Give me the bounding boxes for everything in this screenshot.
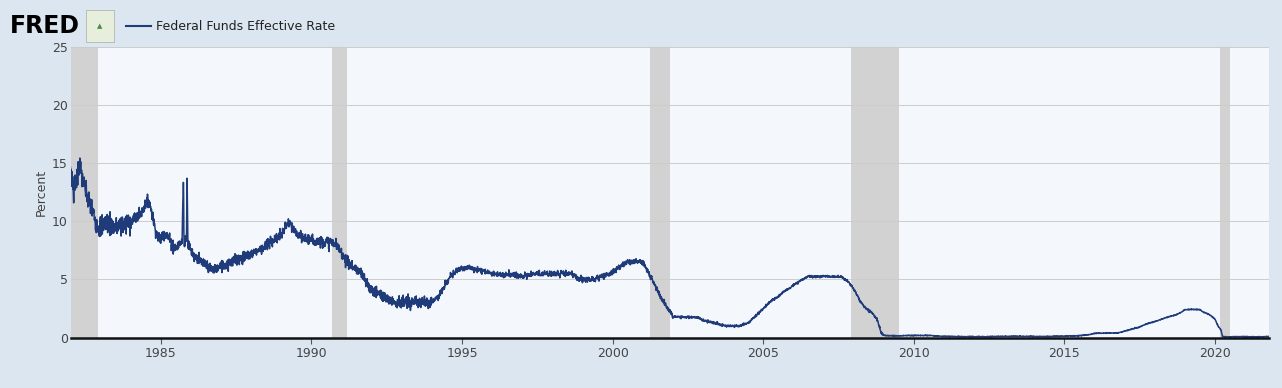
Bar xyxy=(332,47,346,338)
Bar xyxy=(55,47,99,338)
Bar xyxy=(86,10,114,42)
Bar xyxy=(650,47,670,338)
Text: Federal Funds Effective Rate: Federal Funds Effective Rate xyxy=(156,20,336,33)
Bar xyxy=(1220,47,1229,338)
Y-axis label: Percent: Percent xyxy=(35,168,47,216)
Text: FRED: FRED xyxy=(10,14,81,38)
Text: ▲: ▲ xyxy=(97,23,103,29)
Bar xyxy=(851,47,899,338)
